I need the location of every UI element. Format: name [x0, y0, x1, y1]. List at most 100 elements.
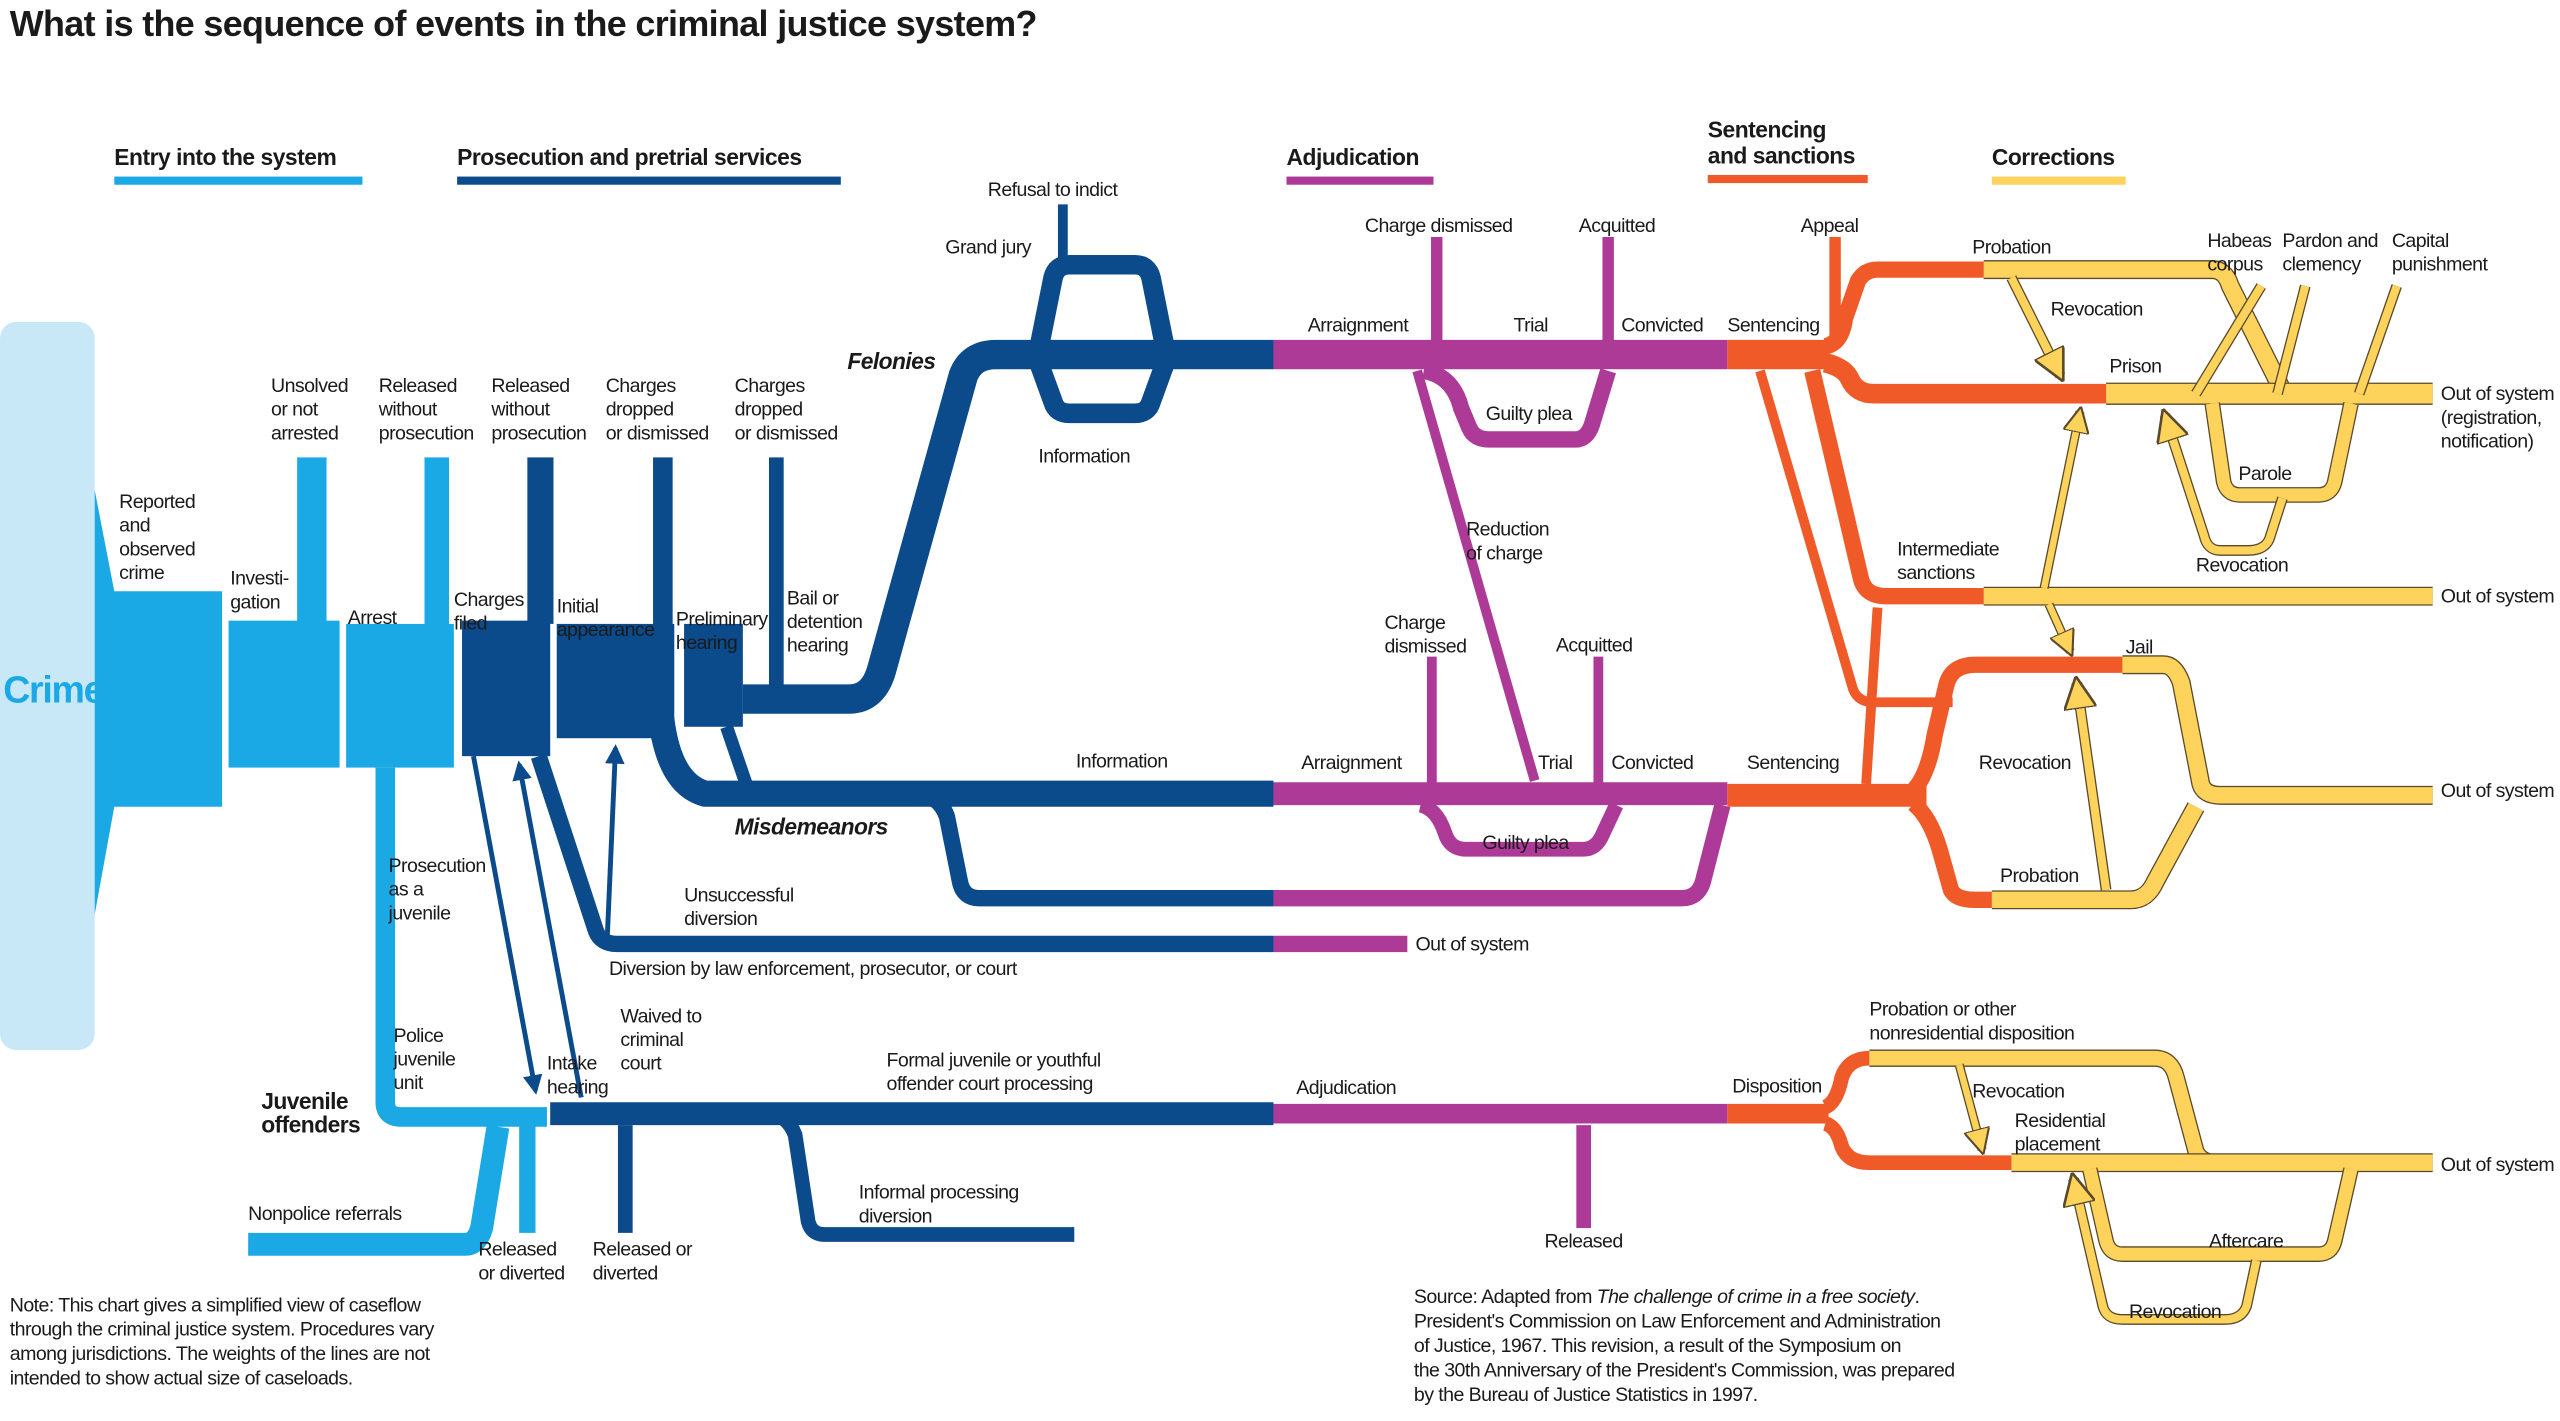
label-line: Sentencing	[1747, 752, 1839, 774]
label-line: without	[378, 399, 438, 421]
stage-header-bar	[114, 176, 363, 185]
page-title: What is the sequence of events in the cr…	[10, 3, 1037, 44]
label-guilty-plea-m: Guilty plea	[1482, 832, 1569, 854]
label-released-diverted-2: Released or diverted	[593, 1239, 693, 1285]
source-suffix: .	[1914, 1286, 1919, 1308]
label-out-of-system-j: Out of system	[2441, 1154, 2555, 1176]
stage-header-bar	[1707, 174, 1868, 184]
label-line: or diverted	[478, 1262, 564, 1284]
stage-header: Prosecution and pretrial services	[457, 144, 801, 170]
label-line: diversion	[684, 908, 757, 930]
label-line: Refusal to indict	[988, 179, 1119, 201]
waiver-arrow	[471, 755, 543, 1095]
label-line: and	[119, 515, 150, 537]
label-released-j: Released	[1544, 1231, 1622, 1253]
label-line: Parole	[2238, 463, 2292, 485]
stage-header-line: Entry into the system	[114, 144, 336, 170]
label-line: Arraignment	[1301, 752, 1402, 774]
label-line: Out of system	[2441, 1154, 2555, 1176]
note: Note: This chart gives a simplified view…	[10, 1294, 435, 1389]
unsuccessful-diversion-arrow	[604, 744, 625, 936]
label-line: clemency	[2282, 253, 2361, 275]
label-released-diverted-1: Released or diverted	[478, 1239, 564, 1285]
released-without-prosecution-branch	[424, 457, 449, 628]
label-line: corpus	[2207, 253, 2263, 275]
label-line: Misdemeanors	[735, 814, 888, 840]
label-disposition: Disposition	[1732, 1075, 1821, 1097]
label-line: or dismissed	[735, 422, 838, 444]
label-line: Formal juvenile or youthful	[887, 1049, 1101, 1071]
label-line: Probation	[2000, 865, 2079, 887]
label-line: without	[490, 399, 550, 421]
label-line: Revocation	[1972, 1080, 2064, 1102]
label-line: Charge dismissed	[1365, 215, 1513, 237]
label-initial-appearance: Initial appearance	[557, 595, 655, 641]
source-line: President's Commission on Law Enforcemen…	[1414, 1311, 1941, 1333]
label-line: Probation	[1972, 236, 2051, 258]
label-line: Revocation	[1979, 752, 2071, 774]
misdemeanor-lower-adjudication	[1273, 803, 1731, 907]
label-line: Released	[379, 375, 457, 397]
stage-headers: Entry into the system Prosecution and pre…	[114, 116, 2126, 185]
label-line: Jail	[2126, 636, 2153, 658]
label-out-of-system-diversion: Out of system	[1416, 933, 1530, 955]
label-line: juvenile	[388, 902, 452, 924]
label-line: Charges	[606, 375, 677, 397]
label-probation-other: Probation or other nonresidential disposi…	[1869, 999, 2074, 1045]
label-revocation-j: Revocation	[1972, 1080, 2064, 1102]
label-line: Convicted	[1621, 315, 1703, 337]
label-intermediate: Intermediate sanctions	[1897, 538, 2000, 584]
note-line: through the criminal justice system. Pro…	[10, 1319, 435, 1341]
label-line: unit	[393, 1072, 423, 1094]
label-line: diversion	[859, 1205, 932, 1227]
label-line: Out of system	[2441, 780, 2555, 802]
label-juvenile-offenders: Juvenile offenders	[261, 1088, 360, 1138]
released-without-prosecution-branch-2	[527, 457, 554, 624]
label-pardon: Pardon and clemency	[2282, 230, 2378, 276]
misdemeanors-flow	[648, 716, 1274, 807]
label-line: dropped	[735, 399, 803, 421]
habeas-corpus-branch	[2192, 283, 2265, 396]
label-convicted-f: Convicted	[1621, 315, 1703, 337]
label-charges-filed: Charges filed	[454, 589, 525, 635]
label-arrest: Arrest	[348, 607, 398, 629]
label-misdemeanors: Misdemeanors	[735, 814, 888, 840]
probation-corrections-2	[1991, 802, 2204, 908]
misdemeanor-probation-flow	[1908, 797, 1992, 908]
label-line: Preliminary	[676, 609, 768, 631]
label-crime: Crime	[3, 668, 103, 710]
label-out-of-system-intermediate: Out of system	[2441, 586, 2555, 608]
label-line: Charges	[735, 375, 806, 397]
jail-sentence-flow	[1902, 656, 2123, 803]
unsolved-branch	[297, 457, 327, 624]
label-line: Guilty plea	[1482, 832, 1569, 854]
label-police-juvenile-unit: Police juvenile unit	[392, 1025, 456, 1094]
label-prison: Prison	[2109, 355, 2161, 377]
label-felonies: Felonies	[847, 348, 935, 374]
label-line: Juvenile	[261, 1088, 348, 1114]
label-trial-m: Trial	[1538, 752, 1573, 774]
label-line: offenders	[261, 1111, 360, 1137]
note-line: among jurisdictions. The weights of the …	[10, 1343, 431, 1365]
misdemeanor-intermediate-flow	[1861, 607, 1883, 785]
label-line: Reduction	[1466, 519, 1549, 541]
label-line: Guilty plea	[1486, 403, 1573, 425]
stage-header: Corrections	[1992, 144, 2115, 170]
label-revocation-jail: Revocation	[1979, 752, 2071, 774]
source-line: the 30th Anniversary of the President's …	[1414, 1360, 1955, 1382]
label-trial-f: Trial	[1513, 315, 1548, 337]
label-line: offender court processing	[887, 1073, 1093, 1095]
label-line: Initial	[557, 595, 599, 617]
label-line: Disposition	[1732, 1075, 1821, 1097]
label-line: Crime	[3, 668, 103, 710]
label-line: dropped	[606, 399, 674, 421]
note-line: Note: This chart gives a simplified view…	[10, 1294, 422, 1316]
intermediate-to-jail-arrow	[2045, 602, 2070, 651]
label-prosecution-juvenile: Prosecution as a juvenile	[388, 855, 486, 924]
label-capital: Capital punishment	[2392, 230, 2489, 276]
label-line: Police	[393, 1025, 444, 1047]
note-line: intended to show actual size of caseload…	[10, 1368, 353, 1390]
label-line: juvenile	[392, 1049, 456, 1071]
source-prefix: Source: Adapted from	[1414, 1286, 1597, 1308]
